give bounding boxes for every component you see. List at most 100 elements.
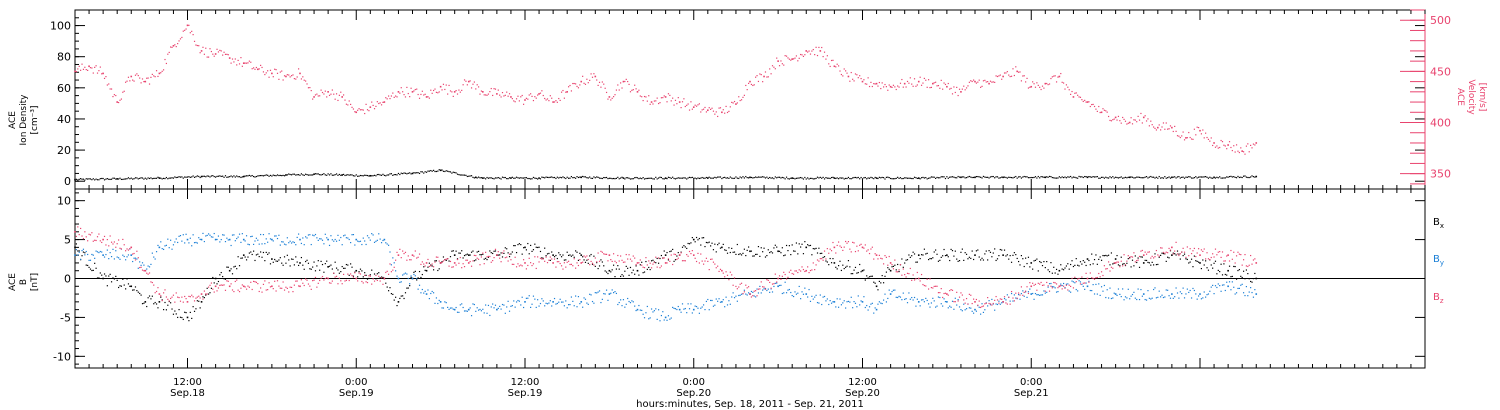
b-bz-point xyxy=(636,262,639,264)
b-by-sample xyxy=(927,303,930,305)
velocity-sample xyxy=(96,72,99,74)
b-bz-sample xyxy=(560,265,563,267)
b-bx-sample xyxy=(593,255,595,257)
density-sample xyxy=(836,177,838,179)
velocity-sample xyxy=(776,57,778,59)
b-by-sample xyxy=(305,236,307,238)
density-sample xyxy=(365,174,367,177)
b-bx-sample xyxy=(514,245,516,247)
b-by-sample xyxy=(624,306,626,308)
density-sample xyxy=(988,177,990,179)
b-bz-sample xyxy=(937,292,940,294)
b-by-sample xyxy=(189,237,191,239)
b-by-sample xyxy=(1179,291,1181,293)
b-by-sample xyxy=(420,292,422,294)
b-bz-sample xyxy=(139,266,141,269)
legend-bz: Bz xyxy=(1433,292,1444,305)
velocity-sample xyxy=(469,80,471,82)
b-bz-sample xyxy=(85,236,87,238)
velocity-sample xyxy=(804,54,806,56)
b-by-sample xyxy=(1175,287,1177,289)
density-sample xyxy=(708,176,710,178)
b-bz-sample xyxy=(178,296,180,299)
velocity-point xyxy=(1058,75,1061,78)
velocity-sample xyxy=(202,46,204,48)
b-bx-sample xyxy=(1095,254,1097,256)
b-bx-point xyxy=(664,254,667,256)
velocity-sample xyxy=(764,71,767,73)
b-by-sample xyxy=(198,237,200,239)
b-bz-sample xyxy=(424,265,426,267)
b-bx-sample xyxy=(866,275,868,277)
b-by-sample xyxy=(373,241,376,243)
velocity-sample xyxy=(653,100,655,102)
velocity-sample xyxy=(1010,75,1013,77)
b-bx-sample xyxy=(385,282,387,284)
b-by-sample xyxy=(230,244,232,247)
b-bx-sample xyxy=(1192,266,1194,268)
density-sample xyxy=(608,177,610,179)
b-bz-sample xyxy=(252,280,255,283)
b-by-sample xyxy=(390,264,393,266)
b-bz-sample xyxy=(624,261,626,263)
b-bx-sample xyxy=(1013,252,1015,254)
b-bx-sample xyxy=(702,237,705,239)
b-bx-sample xyxy=(642,272,644,274)
time-axis-tick-label: 0:00 xyxy=(683,377,705,388)
density-sample xyxy=(842,177,844,179)
b-bz-sample xyxy=(559,262,561,265)
velocity-sample xyxy=(612,96,615,98)
b-bx-sample xyxy=(897,263,899,266)
b-bx-sample xyxy=(1169,250,1172,252)
b-bx-sample xyxy=(804,241,806,243)
b-bx-sample xyxy=(591,263,594,265)
density-sample xyxy=(223,176,225,178)
density-sample xyxy=(499,177,501,179)
b-bz-point xyxy=(186,301,189,303)
b-bz-sample xyxy=(125,250,127,252)
time-axis: 12:00Sep.180:00Sep.1912:00Sep.190:00Sep.… xyxy=(74,10,1426,399)
b-bz-sample xyxy=(956,291,958,293)
b-bx-sample xyxy=(1010,261,1013,263)
b-bx-sample xyxy=(1216,273,1218,275)
b-by-sample xyxy=(643,317,646,319)
velocity-sample xyxy=(794,57,796,59)
b-bz-sample xyxy=(485,251,487,253)
b-by-sample xyxy=(134,257,137,259)
velocity-sample xyxy=(1151,124,1153,126)
b-bx-sample xyxy=(1098,258,1100,260)
b-bx-sample xyxy=(276,260,279,262)
b-bx-sample xyxy=(548,252,550,255)
b-by-sample xyxy=(826,298,828,300)
velocity-sample xyxy=(1219,146,1221,149)
b-by-sample xyxy=(850,296,852,298)
b-bz-sample xyxy=(627,258,629,260)
density-sample xyxy=(1183,177,1186,179)
b-bz-sample xyxy=(572,265,574,267)
velocity-sample xyxy=(745,84,747,87)
b-bx-sample xyxy=(1230,276,1232,278)
b-by-sample xyxy=(507,300,509,302)
b-bz-sample xyxy=(646,264,648,266)
density-sample xyxy=(410,173,412,175)
b-by-sample xyxy=(486,312,488,314)
density-sample xyxy=(899,177,902,179)
b-by-sample xyxy=(984,309,986,311)
b-bz-sample xyxy=(653,261,655,263)
b-bz-sample xyxy=(1245,265,1248,267)
b-bx-sample xyxy=(269,263,272,265)
b-bx-sample xyxy=(1203,264,1205,266)
b-bz-sample xyxy=(1106,267,1108,270)
velocity-sample xyxy=(323,93,325,95)
b-bz-sample xyxy=(1197,248,1200,250)
velocity-point xyxy=(172,45,175,47)
density-sample xyxy=(1041,176,1044,178)
b-bz-sample xyxy=(794,270,796,272)
b-by-sample xyxy=(477,309,480,311)
b-bz-sample xyxy=(795,270,798,272)
b-bz-sample xyxy=(1044,290,1046,292)
b-by-sample xyxy=(431,290,433,293)
velocity-sample xyxy=(1165,122,1167,124)
b-by-sample xyxy=(617,303,619,306)
density-sample xyxy=(351,174,353,176)
